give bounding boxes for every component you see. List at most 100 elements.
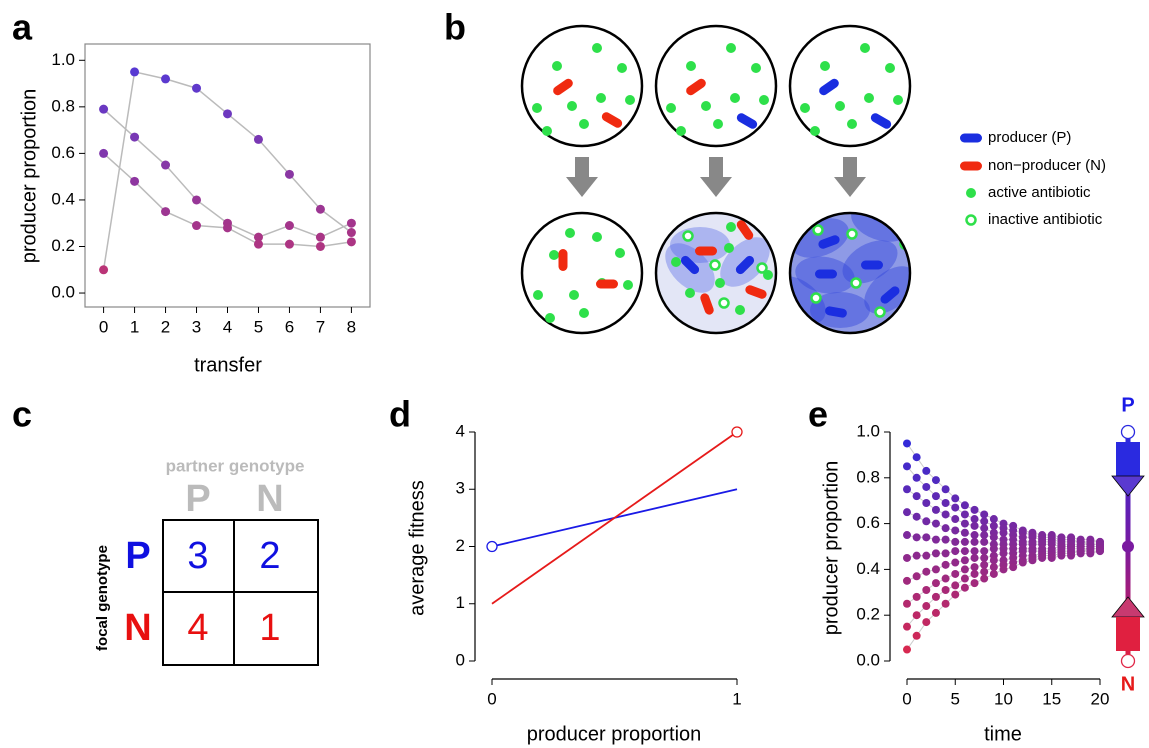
inactive-antibiotic xyxy=(874,306,886,318)
x-tick-label: 5 xyxy=(254,317,263,336)
data-point xyxy=(931,492,940,501)
antibiotic xyxy=(735,305,745,315)
antibiotic xyxy=(676,126,686,136)
antibiotic xyxy=(625,95,635,105)
data-point xyxy=(960,583,969,592)
data-point xyxy=(161,207,171,217)
data-point xyxy=(980,547,989,556)
data-point xyxy=(951,581,960,590)
antibiotic xyxy=(864,93,874,103)
cell-rod xyxy=(960,133,982,143)
data-point xyxy=(970,579,979,588)
y-axis-label: average fitness xyxy=(406,480,428,616)
y-tick-label: 0.8 xyxy=(51,96,75,115)
data-point xyxy=(941,599,950,608)
data-point xyxy=(1047,553,1056,562)
phase-label: P xyxy=(1121,394,1134,416)
arrow xyxy=(843,157,857,177)
antibiotic xyxy=(713,119,723,129)
data-point xyxy=(931,535,940,544)
arrow xyxy=(575,157,589,177)
data-point xyxy=(903,622,911,631)
y-tick-label: 1.0 xyxy=(51,50,75,69)
row-title: focal genotype xyxy=(94,545,111,651)
y-tick-label: 0 xyxy=(456,650,465,669)
antibiotic xyxy=(835,101,845,111)
antibiotic xyxy=(545,313,555,323)
data-point xyxy=(980,553,989,562)
cell-rod xyxy=(686,78,706,96)
data-point xyxy=(931,549,940,558)
data-point xyxy=(960,501,969,510)
data-point xyxy=(922,602,931,611)
data-point xyxy=(941,510,950,519)
antibiotic xyxy=(549,250,559,260)
data-point xyxy=(1067,551,1076,560)
panel-label: e xyxy=(808,394,828,435)
data-point xyxy=(192,195,202,205)
culture-outline xyxy=(654,211,778,335)
y-axis-label: producer proportion xyxy=(18,89,40,264)
antibiotic xyxy=(966,188,976,198)
phase-label: N xyxy=(1121,673,1135,695)
data-point xyxy=(912,572,921,581)
phase-arrow xyxy=(1116,442,1140,476)
row-header: P xyxy=(125,535,150,577)
data-point xyxy=(903,576,911,585)
data-point xyxy=(989,556,998,565)
antibiotic xyxy=(596,93,606,103)
inactive-antibiotic xyxy=(709,259,721,271)
data-point xyxy=(130,176,140,186)
antibiotic xyxy=(579,308,589,318)
inactive-antibiotic xyxy=(846,228,858,240)
cell-rod xyxy=(736,113,758,129)
y-tick-label: 0.2 xyxy=(51,236,75,255)
data-point xyxy=(980,567,989,576)
data-point xyxy=(922,517,931,526)
data-point xyxy=(970,563,979,572)
data-point xyxy=(960,510,969,519)
data-point xyxy=(903,645,911,654)
antibiotic xyxy=(567,101,577,111)
legend-label: active antibiotic xyxy=(988,184,1091,201)
y-axis-label: producer proportion xyxy=(820,461,842,636)
culture-content xyxy=(665,220,773,315)
data-point xyxy=(999,549,1008,558)
data-point xyxy=(130,67,140,77)
data-point xyxy=(903,439,911,448)
stable-point xyxy=(1122,540,1134,553)
y-tick-label: 0.4 xyxy=(51,189,75,208)
data-point xyxy=(970,547,979,556)
data-point xyxy=(980,537,989,546)
series-line xyxy=(102,71,352,270)
series-line xyxy=(491,431,738,605)
data-point xyxy=(912,551,921,560)
cell: 4 xyxy=(187,607,208,649)
data-point xyxy=(941,485,950,494)
data-point xyxy=(1009,563,1018,572)
y-tick-label: 0.4 xyxy=(856,559,880,578)
data-point xyxy=(980,560,989,569)
antibiotic xyxy=(552,61,562,71)
x-tick-label: 0 xyxy=(487,689,496,708)
antibiotic xyxy=(730,93,740,103)
inactive-antibiotic xyxy=(850,277,862,289)
data-point xyxy=(980,517,989,526)
data-point xyxy=(912,631,921,640)
data-point xyxy=(941,586,950,595)
antibiotic xyxy=(893,95,903,105)
unstable-point xyxy=(1120,653,1136,669)
cell-rod xyxy=(596,279,618,289)
panel: a 0.0 0.2 0.4 0.6 0.8 1.0 0 1 2 3 4 5 6 7 8 transfer prod… xyxy=(12,7,371,376)
data-point xyxy=(960,519,969,528)
data-point xyxy=(931,579,940,588)
data-point xyxy=(346,237,356,247)
antibiotic xyxy=(847,119,857,129)
legend-label: inactive antibiotic xyxy=(988,211,1103,228)
y-tick-label: 0.0 xyxy=(51,283,75,302)
producer-halo xyxy=(670,227,730,263)
cell-rod xyxy=(825,306,847,318)
data-point xyxy=(960,565,969,574)
antibiotic xyxy=(726,222,736,232)
data-point xyxy=(999,565,1008,574)
